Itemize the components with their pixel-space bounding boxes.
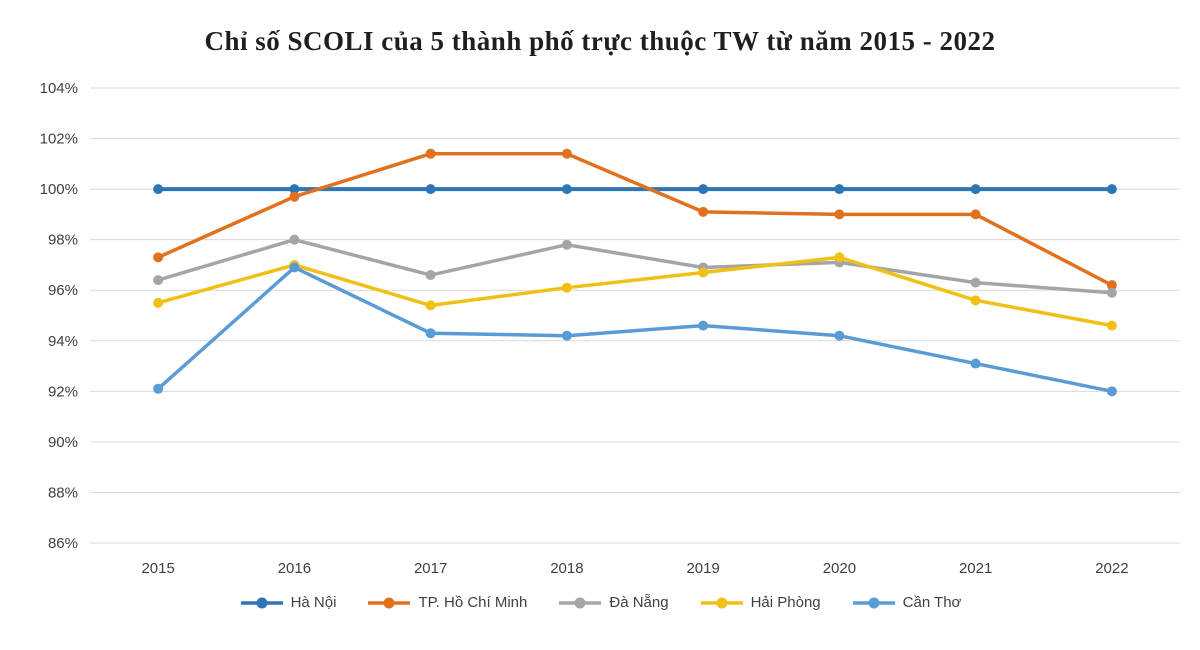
data-point-marker bbox=[698, 267, 709, 278]
y-tick-label: 94% bbox=[48, 333, 78, 350]
x-tick-label: 2018 bbox=[550, 560, 583, 577]
y-tick-label: 98% bbox=[48, 232, 78, 249]
legend-marker-icon bbox=[240, 597, 283, 608]
y-tick-label: 88% bbox=[48, 484, 78, 501]
data-point-marker bbox=[834, 252, 845, 263]
x-tick-label: 2015 bbox=[141, 560, 174, 577]
y-tick-label: 96% bbox=[48, 282, 78, 299]
data-point-marker bbox=[153, 275, 164, 286]
data-point-marker bbox=[970, 358, 981, 369]
data-point-marker bbox=[698, 206, 709, 217]
legend-item: Cần Thơ bbox=[851, 594, 962, 611]
x-tick-label: 2022 bbox=[1095, 560, 1128, 577]
y-tick-label: 90% bbox=[48, 434, 78, 451]
data-point-marker bbox=[561, 239, 572, 250]
series-line bbox=[156, 265, 1114, 394]
legend-label: Đà Nẵng bbox=[609, 594, 669, 611]
data-point-marker bbox=[1106, 386, 1117, 397]
data-point-marker bbox=[425, 328, 436, 339]
legend-label: Cần Thơ bbox=[902, 594, 962, 611]
data-point-marker bbox=[561, 282, 572, 293]
x-tick-label: 2021 bbox=[959, 560, 992, 577]
legend-label: Hải Phòng bbox=[750, 594, 821, 611]
data-point-marker bbox=[834, 330, 845, 341]
data-point-marker bbox=[289, 234, 300, 245]
series-line bbox=[156, 151, 1114, 287]
data-point-marker bbox=[289, 191, 300, 202]
x-tick-label: 2017 bbox=[414, 560, 447, 577]
data-point-marker bbox=[970, 209, 981, 220]
data-point-marker bbox=[970, 277, 981, 288]
y-tick-label: 104% bbox=[40, 80, 78, 97]
legend-marker-icon bbox=[559, 597, 602, 608]
data-point-marker bbox=[834, 209, 845, 220]
data-point-marker bbox=[970, 295, 981, 306]
y-tick-label: 92% bbox=[48, 383, 78, 400]
data-point-marker bbox=[425, 148, 436, 159]
data-point-marker bbox=[425, 184, 436, 195]
legend-item: TP. Hồ Chí Minh bbox=[366, 594, 527, 611]
data-point-marker bbox=[561, 330, 572, 341]
chart-title: Chỉ số SCOLI của 5 thành phố trực thuộc … bbox=[204, 26, 996, 56]
data-point-marker bbox=[289, 262, 300, 273]
data-point-marker bbox=[1106, 287, 1117, 298]
data-point-marker bbox=[698, 320, 709, 331]
data-point-marker bbox=[425, 270, 436, 281]
x-tick-label: 2019 bbox=[686, 560, 719, 577]
data-point-marker bbox=[289, 184, 300, 195]
series-line bbox=[156, 237, 1114, 295]
legend-marker-icon bbox=[852, 597, 895, 608]
data-point-marker bbox=[1106, 320, 1117, 331]
legend-marker-icon bbox=[700, 597, 743, 608]
legend-label: TP. Hồ Chí Minh bbox=[418, 594, 528, 611]
data-point-marker bbox=[153, 184, 164, 195]
legend-item: Hải Phòng bbox=[699, 594, 821, 611]
data-point-marker bbox=[698, 184, 709, 195]
y-tick-label: 102% bbox=[40, 131, 78, 148]
data-point-marker bbox=[1106, 280, 1117, 291]
y-tick-label: 86% bbox=[48, 535, 78, 552]
series-line bbox=[156, 255, 1114, 328]
data-point-marker bbox=[153, 297, 164, 308]
data-point-marker bbox=[425, 300, 436, 311]
data-point-marker bbox=[153, 252, 164, 263]
y-tick-label: 100% bbox=[40, 181, 78, 198]
legend-item: Đà Nẵng bbox=[557, 594, 669, 611]
legend-marker-icon bbox=[368, 597, 411, 608]
x-tick-label: 2016 bbox=[278, 560, 311, 577]
legend-item: Hà Nội bbox=[239, 594, 337, 611]
data-point-marker bbox=[561, 184, 572, 195]
data-point-marker bbox=[970, 184, 981, 195]
data-point-marker bbox=[561, 148, 572, 159]
legend-label: Hà Nội bbox=[290, 594, 337, 611]
legend: Hà Nội TP. Hồ Chí Minh Đà Nẵng Hải Phòng Cần… bbox=[0, 594, 1200, 611]
data-point-marker bbox=[834, 184, 845, 195]
x-tick-label: 2020 bbox=[823, 560, 856, 577]
data-point-marker bbox=[1106, 184, 1117, 195]
data-point-marker bbox=[153, 383, 164, 394]
